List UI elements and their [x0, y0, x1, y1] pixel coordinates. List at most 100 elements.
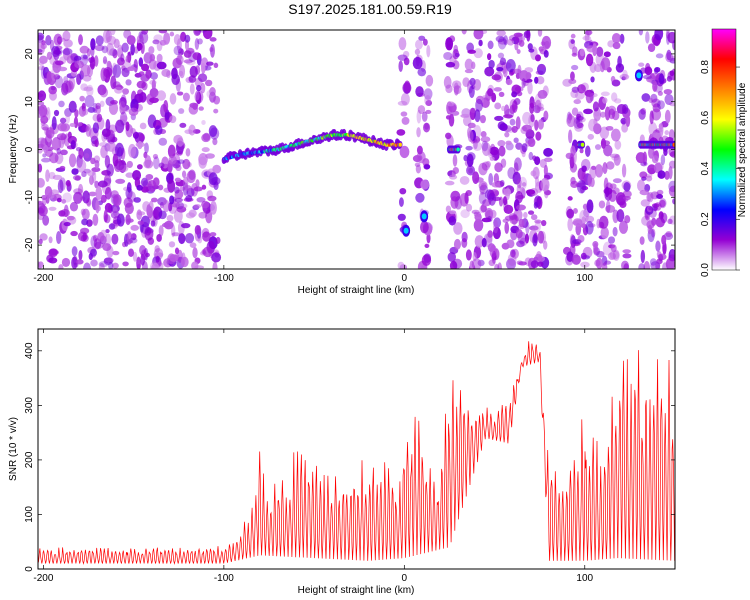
- heatmap-cell: [134, 176, 141, 188]
- heatmap-cell: [41, 194, 47, 201]
- heatmap-cell: [467, 122, 476, 129]
- heatmap-cell: [534, 119, 539, 131]
- heatmap-cell: [127, 66, 136, 71]
- heatmap-cell: [668, 254, 675, 262]
- heatmap-cell: [622, 249, 631, 254]
- heatmap-cell: [169, 195, 175, 205]
- heatmap-cell: [616, 209, 625, 223]
- heatmap-cell: [202, 246, 213, 258]
- heatmap-cell: [514, 32, 523, 46]
- heatmap-cell: [144, 142, 149, 154]
- heatmap-cell: [115, 142, 124, 157]
- heatmap-cell: [43, 144, 49, 154]
- heatmap-cell: [94, 241, 104, 249]
- heatmap-cell: [57, 179, 64, 194]
- heatmap-cell: [194, 225, 201, 235]
- heatmap-cell: [70, 230, 78, 237]
- heatmap-cell: [49, 152, 59, 164]
- y-tick-label: -10: [24, 190, 35, 205]
- heatmap-cell: [188, 124, 196, 136]
- heatmap-cell: [166, 70, 171, 79]
- heatmap-cell: [201, 120, 206, 125]
- colorbar: 0.0 0.2 0.4 0.6 0.8 Normalized spectral ampl…: [700, 28, 748, 277]
- heatmap-cell: [567, 196, 573, 201]
- heatmap-cell: [85, 124, 92, 137]
- heatmap-cell: [208, 172, 218, 186]
- heatmap-cell: [69, 122, 76, 127]
- heatmap-cell: [60, 82, 69, 96]
- heatmap-cell: [106, 141, 117, 152]
- heatmap-cell: [480, 131, 487, 138]
- heatmap-cell: [471, 209, 480, 215]
- heatmap-cell: [444, 180, 455, 186]
- heatmap-cell: [179, 64, 186, 79]
- heatmap-cell: [191, 261, 199, 269]
- heatmap-cell: [167, 144, 176, 159]
- heatmap-cell: [638, 263, 646, 269]
- heatmap-cell: [111, 262, 119, 269]
- heatmap-cell: [453, 85, 462, 95]
- heatmap-cell: [445, 37, 454, 51]
- heatmap-cell: [640, 249, 646, 264]
- heatmap-cell: [669, 57, 675, 64]
- heatmap-cell: [102, 59, 108, 65]
- heatmap-cell: [102, 87, 107, 94]
- heatmap-cell: [507, 253, 517, 266]
- heatmap-cell: [614, 98, 622, 104]
- heatmap-cell: [618, 220, 629, 234]
- x-tick-label: -200: [33, 273, 53, 284]
- heatmap-cell: [88, 253, 93, 261]
- heatmap-cell: [543, 50, 549, 58]
- heatmap-cell: [180, 222, 191, 229]
- heatmap-cell: [524, 233, 530, 244]
- heatmap-cell: [607, 236, 616, 244]
- spectrogram-noise: [38, 30, 675, 269]
- heatmap-cell: [478, 181, 488, 191]
- heatmap-cell: [141, 177, 148, 187]
- heatmap-cell: [396, 129, 406, 136]
- heatmap-cell: [570, 71, 575, 81]
- heatmap-cell: [502, 218, 509, 223]
- heatmap-cell: [528, 48, 535, 53]
- heatmap-cell: [110, 99, 118, 105]
- heatmap-cell: [571, 86, 580, 93]
- heatmap-cell: [399, 145, 410, 159]
- heatmap-cell: [525, 189, 536, 195]
- heatmap-cell: [92, 169, 97, 184]
- heatmap-cell: [579, 148, 584, 154]
- heatmap-cell: [518, 261, 527, 266]
- heatmap-cell: [593, 123, 602, 135]
- colorbar-tick-label: 0.4: [700, 161, 711, 175]
- heatmap-cell: [466, 165, 476, 176]
- heatmap-cell: [149, 79, 157, 85]
- heatmap-cell: [48, 206, 57, 211]
- heatmap-cell: [173, 33, 181, 46]
- heatmap-cell: [117, 57, 125, 66]
- heatmap-cell: [171, 67, 178, 80]
- heatmap-cell: [425, 109, 432, 114]
- heatmap-cell: [210, 200, 217, 215]
- snr-y-ticks: 0 100 200 300 400: [24, 342, 675, 572]
- heatmap-cell: [529, 102, 535, 115]
- heatmap-cell: [657, 170, 666, 179]
- heatmap-cell: [608, 108, 616, 120]
- heatmap-cell: [87, 107, 96, 113]
- heatmap-cell: [397, 213, 406, 221]
- heatmap-cell: [481, 161, 490, 171]
- heatmap-cell: [515, 228, 523, 239]
- heatmap-cell: [449, 174, 458, 180]
- heatmap-cell: [521, 182, 527, 187]
- snr-frame: [37, 328, 676, 570]
- heatmap-cell: [151, 79, 156, 91]
- heatmap-cell: [426, 44, 431, 58]
- heatmap-cell: [48, 236, 53, 244]
- heatmap-cell: [128, 237, 138, 244]
- heatmap-cell: [481, 182, 487, 188]
- heatmap-cell: [133, 197, 141, 203]
- heatmap-cell: [54, 75, 64, 89]
- heatmap-cell: [100, 145, 108, 159]
- heatmap-cell: [192, 247, 198, 259]
- heatmap-cell: [46, 51, 53, 60]
- heatmap-cell: [114, 86, 123, 94]
- heatmap-cell: [591, 165, 597, 171]
